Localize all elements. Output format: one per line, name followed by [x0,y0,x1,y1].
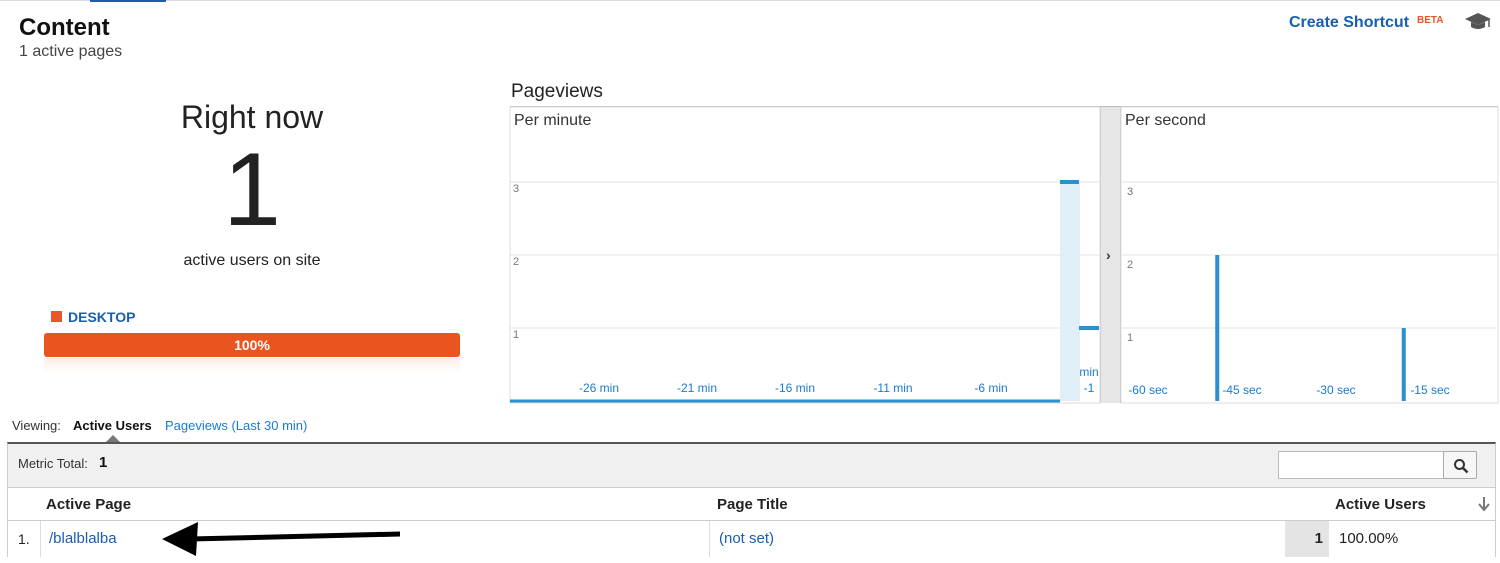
search-button[interactable] [1443,451,1477,479]
page-subtitle: 1 active pages [19,43,123,60]
viewing-label: Viewing: [12,418,61,433]
minute-y-tick-label: 1 [513,329,519,341]
search-icon [1454,459,1469,474]
metric-total-row: Metric Total: 1 [8,444,1495,488]
tab-active-users[interactable]: Active Users [73,418,152,433]
second-x-tick-label: -60 sec [1128,383,1167,397]
second-x-tick-label: -15 sec [1410,383,1449,397]
active-users-count: 1 [223,132,281,248]
second-y-tick-label: 2 [1127,259,1133,271]
page-title-link[interactable]: (not set) [719,530,775,547]
device-share-percent: 100% [234,337,270,353]
chart-expand-handle[interactable]: › [1100,107,1121,403]
active-users-caption: active users on site [183,252,321,269]
desktop-legend-label[interactable]: DESKTOP [68,309,136,325]
column-header-page-title[interactable]: Page Title [717,496,788,513]
top-border [0,0,1500,1]
minute-y-tick-label: 3 [513,183,519,195]
minute-x-tick-label: -11 min [873,381,912,395]
create-shortcut-link[interactable]: Create Shortcut [1289,14,1410,31]
per-minute-label: Per minute [514,112,592,129]
right-now-label: Right now [180,99,324,135]
table-search-input[interactable] [1278,451,1444,479]
metric-total-value: 1 [99,454,108,471]
active-users-percent: 100.00% [1339,530,1399,547]
per-minute-panel [509,106,1101,404]
minute-x-tick-label: -26 min [579,381,619,395]
minute-x-tick-label: -21 min [677,381,717,395]
pageviews-title-rule [510,106,1498,107]
table-row: 1. /blalblalba (not set) 1 100.00% [8,521,1495,557]
column-header-active-users[interactable]: Active Users [1335,496,1426,513]
row-index: 1. [8,521,41,557]
graduation-cap-icon[interactable] [1464,11,1492,31]
second-y-tick-label: 3 [1127,186,1133,198]
chevron-right-icon: › [1106,247,1111,263]
per-second-panel [1120,106,1499,404]
sort-descending-icon[interactable] [1478,496,1490,512]
active-users-value: 1 [1314,530,1323,547]
minute-y-tick-label: 2 [513,256,519,268]
device-bar-reflection [44,358,460,372]
active-tab-caret-icon [106,435,120,442]
per-second-label: Per second [1125,112,1206,129]
column-header-active-page[interactable]: Active Page [46,496,132,513]
metric-total-label: Metric Total: [18,456,88,471]
active-users-cell [1285,521,1329,557]
tab-pageviews[interactable]: Pageviews (Last 30 min) [165,418,308,433]
current-minute-highlight [1060,182,1080,401]
cell-divider [709,521,710,557]
minute-x-tick-label-unit: min [1079,365,1098,379]
minute-x-tick-label: -1 [1084,381,1095,395]
active-page-link[interactable]: /blalblalba [49,530,117,547]
top-tab-accent [90,0,166,2]
second-y-tick-label: 1 [1127,332,1133,344]
second-bar [1215,255,1220,401]
page-title: Content [19,14,110,41]
content-table: Metric Total: 1 Active Page Page Title A… [7,442,1496,557]
beta-badge: BETA [1417,15,1444,26]
desktop-legend-swatch [51,311,62,322]
minute-x-tick-label: -6 min [974,381,1007,395]
second-x-tick-label: -30 sec [1316,383,1355,397]
device-share-bar: 100% [44,333,460,357]
second-bar [1401,328,1406,401]
table-header-row: Active Page Page Title Active Users [8,488,1495,521]
second-x-tick-label: -45 sec [1222,383,1261,397]
minute-x-tick-label: -16 min [775,381,815,395]
pageviews-title: Pageviews [511,81,603,102]
